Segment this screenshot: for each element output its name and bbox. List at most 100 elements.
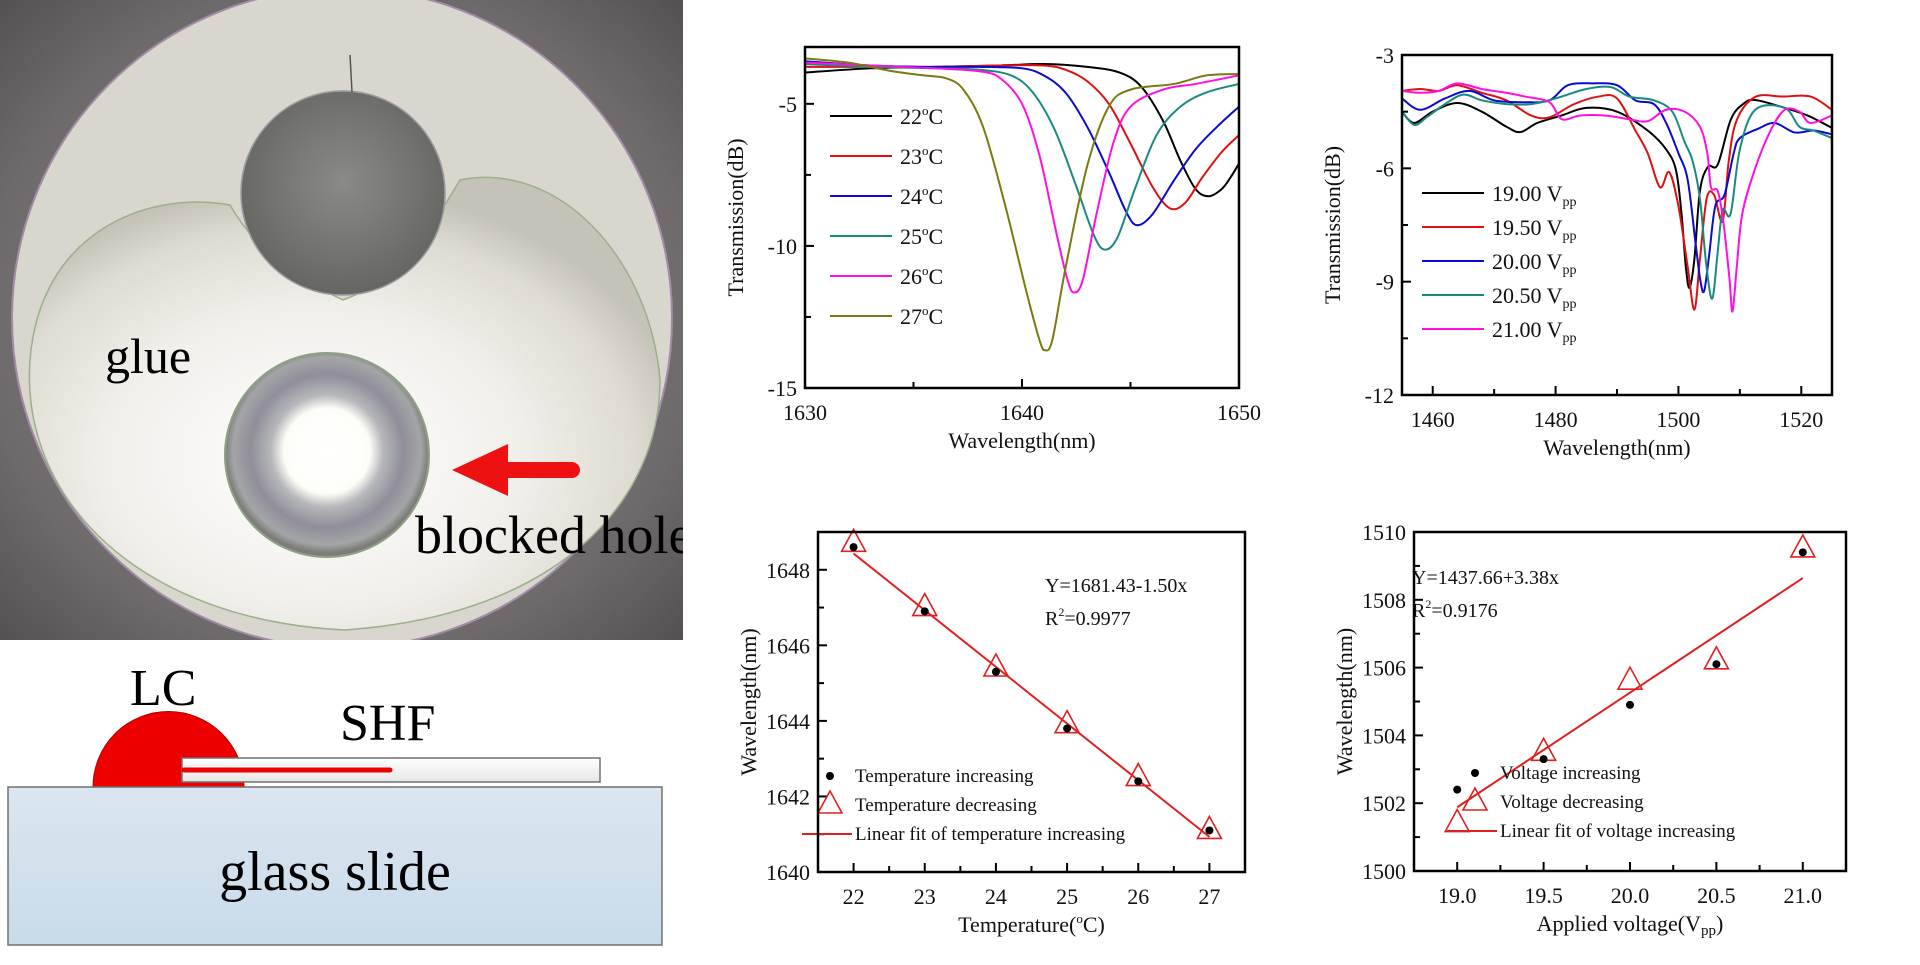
x-axis-label: Applied voltage(Vpp) [1537, 911, 1724, 939]
legend-label-0: 19.00 Vpp [1492, 181, 1577, 210]
legend-degree: o [922, 103, 929, 118]
triangle-marker [1703, 645, 1730, 670]
legend-subscript: pp [1563, 229, 1577, 244]
series-line-4 [805, 61, 1239, 294]
plot-area [805, 57, 1239, 352]
schematic-svg: LC SHF glass slide [7, 660, 663, 946]
legend-unit: C [929, 224, 944, 249]
legend-label-2: Linear fit of temperature increasing [855, 824, 1126, 845]
chart-temperature-spectra: 1630 1640 1650 -15 -10 -5 Transmission(dB) 22oC… [700, 30, 1300, 470]
legend-label-5: 27oC [900, 303, 943, 329]
legend-label-2: Linear fit of voltage increasing [1500, 821, 1736, 842]
x-tick-label: 27 [1198, 884, 1220, 909]
legend-label-0: Temperature increasing [855, 766, 1034, 787]
chart-svg: 22 23 24 25 26 27 1640 1642 1644 1646 1648 Waveleng… [736, 527, 1247, 937]
legend-degree: o [922, 183, 929, 198]
x-axis-label: Temperature(oC) [958, 911, 1105, 937]
y-tick-label: 1508 [1362, 588, 1406, 613]
y-tick-label: 1646 [766, 633, 810, 658]
legend-text: 21.00 V [1492, 317, 1563, 342]
y-tick-label: 1642 [766, 784, 810, 809]
legend-subscript: pp [1563, 297, 1577, 312]
legend-text: 22 [900, 104, 922, 129]
x-label-end: C) [1083, 912, 1105, 937]
legend-label-0: 22oC [900, 103, 943, 129]
series-line-0 [1402, 98, 1832, 289]
plot-area [840, 527, 1223, 840]
legend-subscript: pp [1563, 195, 1577, 210]
x-axis-label: Wavelength(nm) [948, 428, 1095, 453]
series-line-1 [1402, 84, 1832, 311]
triangle-marker [911, 591, 939, 617]
fit-line [1456, 577, 1804, 809]
r-superscript: 2 [1058, 605, 1064, 619]
r-letter: R [1045, 608, 1059, 630]
legend-label-3: 20.50 Vpp [1492, 283, 1577, 312]
y-tick-label: 1648 [766, 558, 810, 583]
glass-slide [7, 786, 663, 946]
dot-marker [1539, 755, 1548, 764]
r-letter: R [1412, 600, 1426, 622]
plot-frame [816, 530, 1247, 874]
chart-svg: 1630 1640 1650-15-10-5Transmission(dB)22oC… [723, 45, 1261, 453]
series-line-4 [1402, 82, 1832, 313]
x-label-subscript: pp [1701, 923, 1716, 939]
fit-line [852, 552, 1211, 838]
plot-frame [803, 45, 1241, 390]
legend-text: 20.00 V [1492, 249, 1563, 274]
x-tick-label: 21.0 [1784, 883, 1823, 908]
y-tick-label: -9 [1376, 270, 1394, 295]
legend-dot [1471, 769, 1479, 777]
y-axis-label: Transmission(dB) [1320, 146, 1345, 304]
triangle-marker [1789, 533, 1817, 558]
x-tick-label: 1480 [1534, 407, 1578, 432]
triangle-marker [1053, 708, 1081, 734]
x-tick-label: 1520 [1779, 407, 1823, 432]
x-axis-label: Wavelength(nm) [1543, 435, 1690, 460]
chart-voltage-fit: 19.0 19.5 20.0 20.5 21.0 1500 1502 1504 1506 1508… [1310, 520, 1910, 960]
x-tick-label: 23 [914, 884, 936, 909]
legend-label-1: 23oC [900, 143, 943, 169]
y-tick-label: -15 [768, 376, 797, 401]
y-tick-label: 1644 [766, 709, 810, 734]
y-axis-label: Wavelength(nm) [1332, 628, 1357, 775]
x-label-main: Applied voltage(V [1537, 911, 1701, 936]
label-shf: SHF [340, 695, 435, 752]
dot-marker [1453, 785, 1462, 794]
dot-marker [991, 667, 1000, 676]
legend-label-1: Voltage decreasing [1500, 792, 1644, 813]
legend-text: 23 [900, 144, 922, 169]
legend-text: 19.50 V [1492, 215, 1563, 240]
fit-equation: Y=1681.43-1.50x [1045, 575, 1187, 597]
label-lc: LC [130, 660, 196, 717]
legend-text: 27 [900, 304, 922, 329]
x-tick-label: 24 [985, 884, 1007, 909]
legend-unit: C [929, 264, 944, 289]
legend-triangle [1461, 786, 1489, 811]
legend-degree: o [922, 263, 929, 278]
chart-voltage-spectra: 1460 1480 1500 1520 -12 -9 -6 -3 Transmission(dB… [1310, 30, 1910, 470]
r-value: =0.9977 [1064, 608, 1130, 630]
y-axis-label: Transmission(dB) [723, 138, 748, 296]
legend-label-4: 26oC [900, 263, 943, 289]
y-axis-label: Wavelength(nm) [736, 628, 761, 775]
series-line-3 [1402, 85, 1832, 300]
triangle-marker [1443, 807, 1471, 833]
legend-label-1: Temperature decreasing [855, 795, 1037, 816]
legend-text: 24 [900, 184, 922, 209]
legend-degree: o [922, 303, 929, 318]
dot-marker [1205, 826, 1214, 835]
series-line-5 [805, 57, 1239, 352]
r-squared: R2=0.9176 [1412, 597, 1498, 622]
legend-degree: o [922, 223, 929, 238]
x-tick-label: 1630 [783, 400, 827, 425]
chart-svg: 19.0 19.5 20.0 20.5 21.0 1500 1502 1504 1506 1508… [1332, 520, 1848, 939]
label-glue: glue [105, 328, 191, 384]
plot-frame [1412, 530, 1848, 873]
label-glass-slide: glass slide [219, 841, 451, 903]
legend-label-2: 24oC [900, 183, 943, 209]
legend-unit: C [929, 104, 944, 129]
legend-label-3: 25oC [900, 223, 943, 249]
x-tick-label: 1460 [1411, 407, 1455, 432]
blocked-hole [224, 352, 430, 558]
